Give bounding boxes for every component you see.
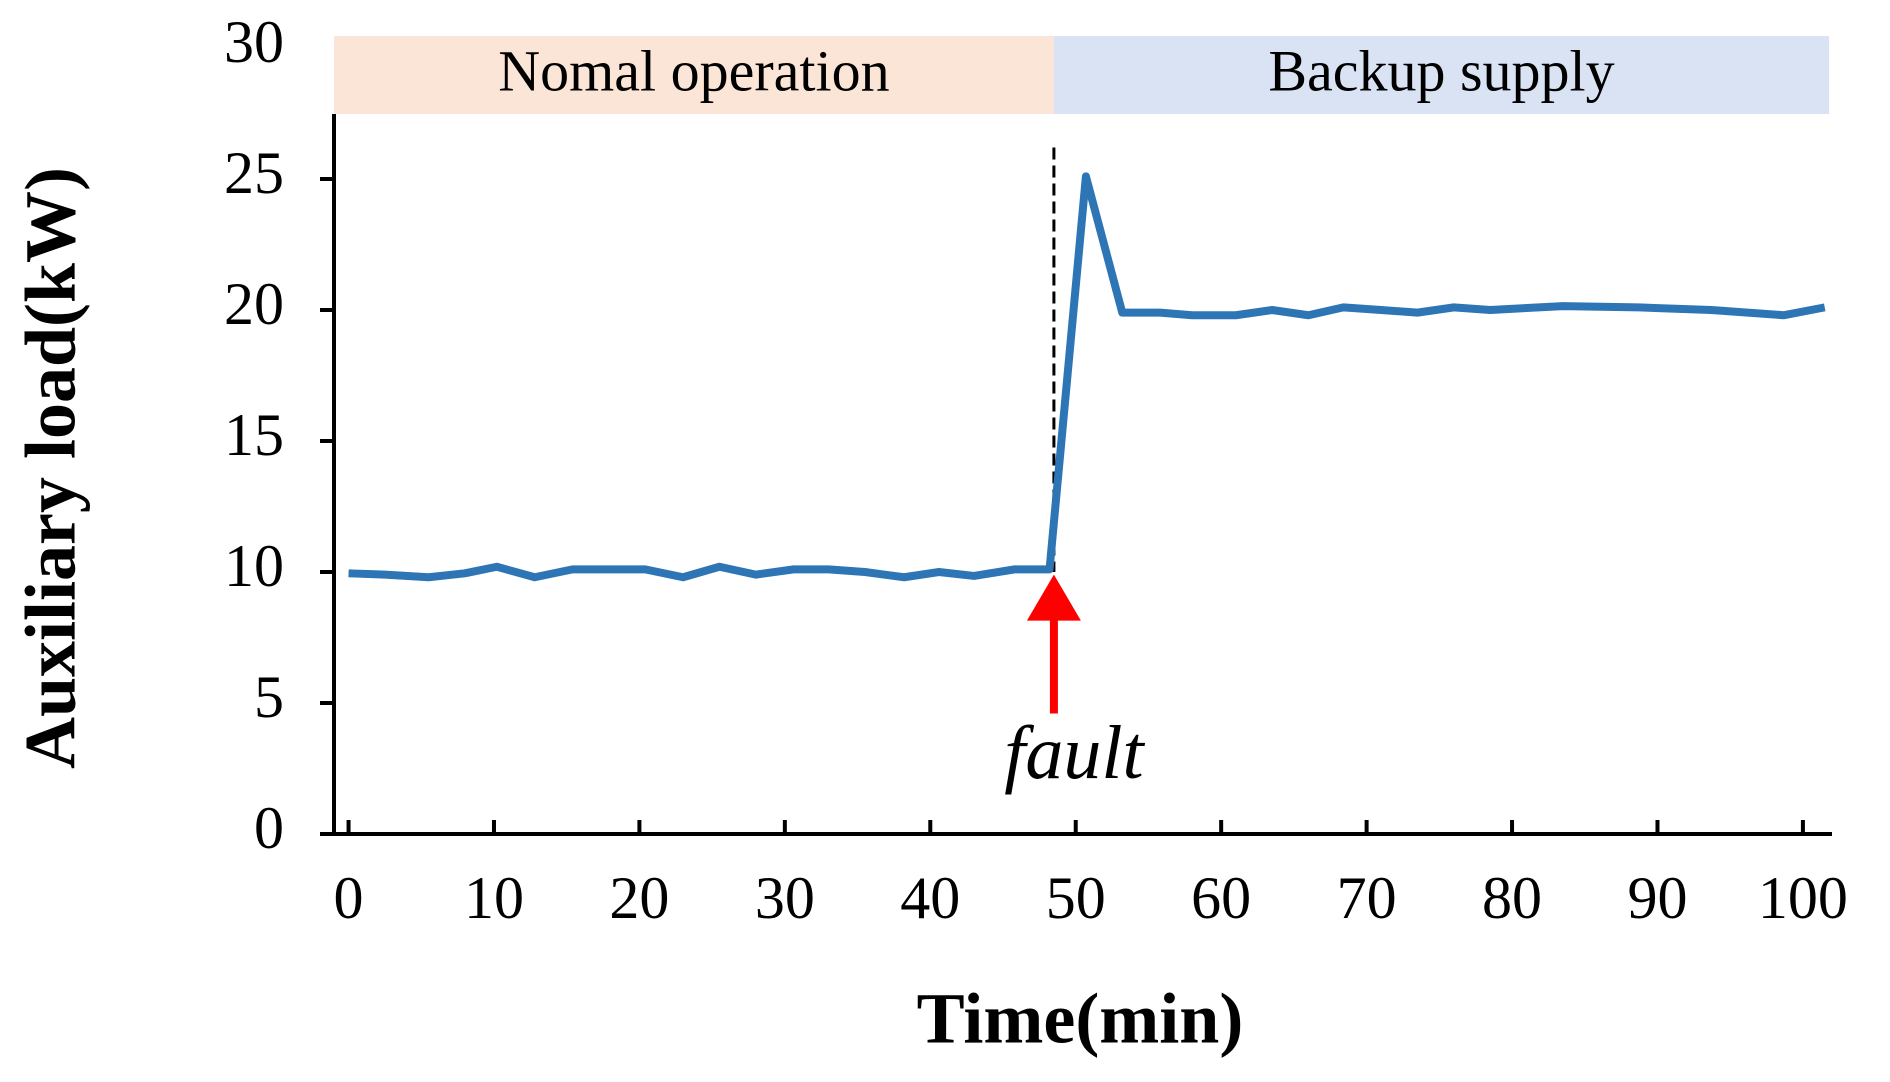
y-tick-label: 25 — [224, 140, 284, 206]
x-tick-label: 60 — [1191, 865, 1251, 931]
fault-arrow-head — [1026, 574, 1081, 621]
x-tick-label: 90 — [1627, 865, 1687, 931]
y-tick-label: 30 — [224, 9, 284, 75]
y-tick-label: 5 — [254, 664, 284, 730]
x-tick-label: 100 — [1758, 865, 1848, 931]
data-line — [348, 172, 1826, 582]
phase-label: Backup supply — [1268, 38, 1614, 103]
x-tick-label: 30 — [755, 865, 815, 931]
phase-label: Nomal operation — [498, 38, 889, 103]
x-tick-label: 50 — [1046, 865, 1106, 931]
x-axis-title: Time(min) — [917, 979, 1244, 1059]
fault-label: fault — [1004, 711, 1145, 795]
x-tick-label: 10 — [464, 865, 524, 931]
y-tick-label: 0 — [254, 795, 284, 861]
x-tick-label: 20 — [609, 865, 669, 931]
y-tick-label: 15 — [224, 402, 284, 468]
x-tick-label: 70 — [1337, 865, 1397, 931]
x-tick-label: 80 — [1482, 865, 1542, 931]
x-tick-label: 40 — [900, 865, 960, 931]
y-tick-label: 20 — [224, 271, 284, 337]
y-tick-label: 10 — [224, 533, 284, 599]
y-axis-title: Auxiliary load(kW) — [11, 167, 91, 769]
phase-band — [1053, 36, 1830, 114]
x-tick-label: 0 — [334, 865, 364, 931]
phase-band — [334, 36, 1054, 114]
